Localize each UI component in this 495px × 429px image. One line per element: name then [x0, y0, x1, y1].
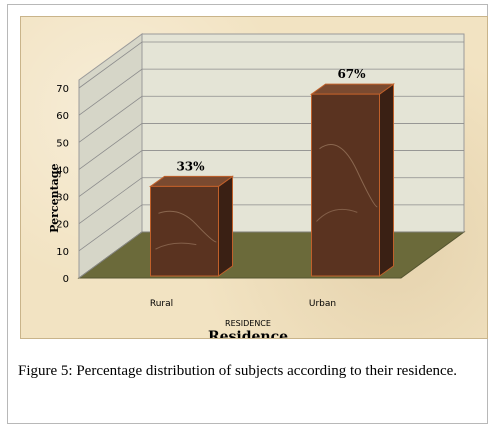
bar-side	[379, 83, 394, 277]
figure-label: Figure 5:	[18, 363, 73, 379]
category-labels: Rural Urban	[150, 299, 336, 309]
caption-text: Percentage distribution of subjects acco…	[72, 363, 458, 379]
figure-frame: 0 10 20 30 40 50 60 70 33% 67% Rural Urban RESIDE…	[7, 4, 488, 424]
bar-texture	[319, 144, 378, 208]
chart-walls	[77, 33, 466, 279]
y-tick-label: 30	[56, 193, 69, 204]
bar-rural	[148, 175, 235, 277]
category-label: Urban	[309, 299, 336, 309]
x-axis-title: Residence	[208, 329, 288, 338]
x-axis-title-small: RESIDENCE	[225, 319, 271, 328]
bar-texture	[155, 242, 197, 250]
data-labels: 33% 67%	[176, 67, 366, 173]
y-tick-label: 40	[56, 165, 69, 176]
data-label: 67%	[337, 67, 366, 81]
y-tick-label: 10	[56, 247, 69, 258]
y-tick-label: 50	[56, 138, 69, 149]
bar-texture	[158, 210, 217, 243]
y-tick-label: 60	[56, 111, 69, 122]
floor	[77, 231, 466, 279]
bar-urban	[309, 83, 396, 277]
gridline	[78, 68, 464, 116]
y-tick-label: 70	[56, 84, 69, 95]
data-label: 33%	[176, 159, 205, 173]
y-tick-label: 0	[63, 274, 69, 285]
bar-texture	[316, 208, 358, 222]
bar-face	[311, 93, 380, 277]
y-tick-labels: 0 10 20 30 40 50 60 70	[56, 84, 69, 285]
bar-top	[148, 175, 235, 187]
y-axis-title: Percentage	[48, 164, 61, 233]
bar-face	[150, 185, 219, 277]
bars	[148, 83, 396, 277]
gridline	[78, 41, 464, 89]
y-tick-label: 20	[56, 220, 69, 231]
chart-area: 0 10 20 30 40 50 60 70 33% 67% Rural Urban RESIDE…	[20, 16, 488, 339]
bar-chart: 0 10 20 30 40 50 60 70 33% 67% Rural Urban RESIDE…	[48, 33, 466, 338]
category-label: Rural	[150, 299, 173, 309]
bar-side	[218, 175, 233, 277]
figure-caption: Figure 5: Percentage distribution of sub…	[18, 361, 488, 382]
bar-top	[309, 83, 396, 95]
